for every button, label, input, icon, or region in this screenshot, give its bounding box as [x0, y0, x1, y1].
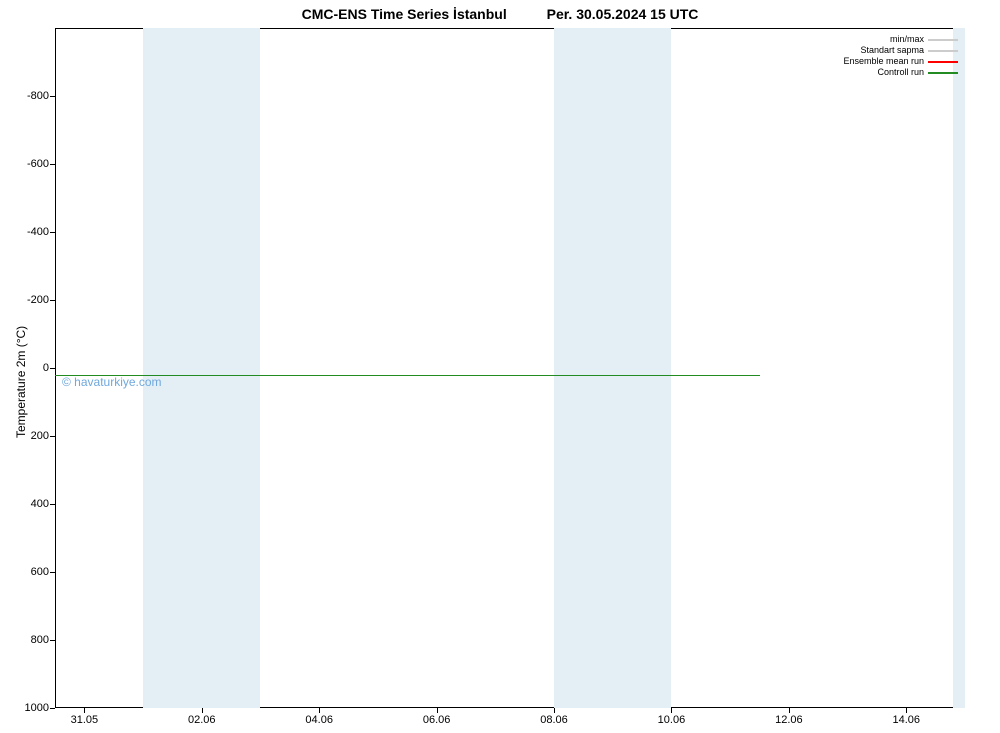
title-left: CMC-ENS Time Series İstanbul [302, 6, 507, 22]
legend-item: min/max [843, 34, 958, 45]
legend-label: Ensemble mean run [843, 56, 924, 67]
x-tick-label: 31.05 [71, 708, 99, 726]
legend-item: Ensemble mean run [843, 56, 958, 67]
plot-area: -800-600-400-2000200400600800100031.0502… [55, 28, 965, 708]
y-tick-label: 400 [31, 498, 55, 510]
axis-left [55, 28, 56, 708]
legend-label: min/max [890, 34, 924, 45]
y-tick-label: -200 [27, 294, 55, 306]
weekend-band [143, 28, 260, 708]
legend-item: Standart sapma [843, 45, 958, 56]
legend: min/maxStandart sapmaEnsemble mean runCo… [843, 34, 958, 78]
x-tick-label: 04.06 [305, 708, 333, 726]
x-tick-label: 08.06 [540, 708, 568, 726]
y-tick-label: 0 [43, 362, 55, 374]
y-tick-label: -800 [27, 90, 55, 102]
chart-container: CMC-ENS Time Series İstanbul Per. 30.05.… [0, 0, 1000, 733]
x-tick-label: 06.06 [423, 708, 451, 726]
legend-label: Standart sapma [860, 45, 924, 56]
legend-swatch [928, 72, 958, 74]
watermark: © havaturkiye.com [62, 375, 162, 389]
weekend-band [554, 28, 671, 708]
y-axis-label: Temperature 2m (°C) [14, 326, 28, 438]
legend-swatch [928, 39, 958, 41]
legend-item: Controll run [843, 67, 958, 78]
x-tick-label: 12.06 [775, 708, 803, 726]
chart-title: CMC-ENS Time Series İstanbul Per. 30.05.… [0, 6, 1000, 22]
title-right: Per. 30.05.2024 15 UTC [547, 6, 699, 22]
x-tick-label: 10.06 [658, 708, 686, 726]
y-tick-label: -600 [27, 158, 55, 170]
x-tick-label: 14.06 [893, 708, 921, 726]
y-tick-label: -400 [27, 226, 55, 238]
legend-label: Controll run [877, 67, 924, 78]
y-tick-label: 600 [31, 566, 55, 578]
y-tick-label: 800 [31, 634, 55, 646]
x-tick-label: 02.06 [188, 708, 216, 726]
y-tick-label: 1000 [25, 702, 55, 714]
weekend-band [953, 28, 965, 708]
y-tick-label: 200 [31, 430, 55, 442]
legend-swatch [928, 50, 958, 52]
legend-swatch [928, 61, 958, 63]
